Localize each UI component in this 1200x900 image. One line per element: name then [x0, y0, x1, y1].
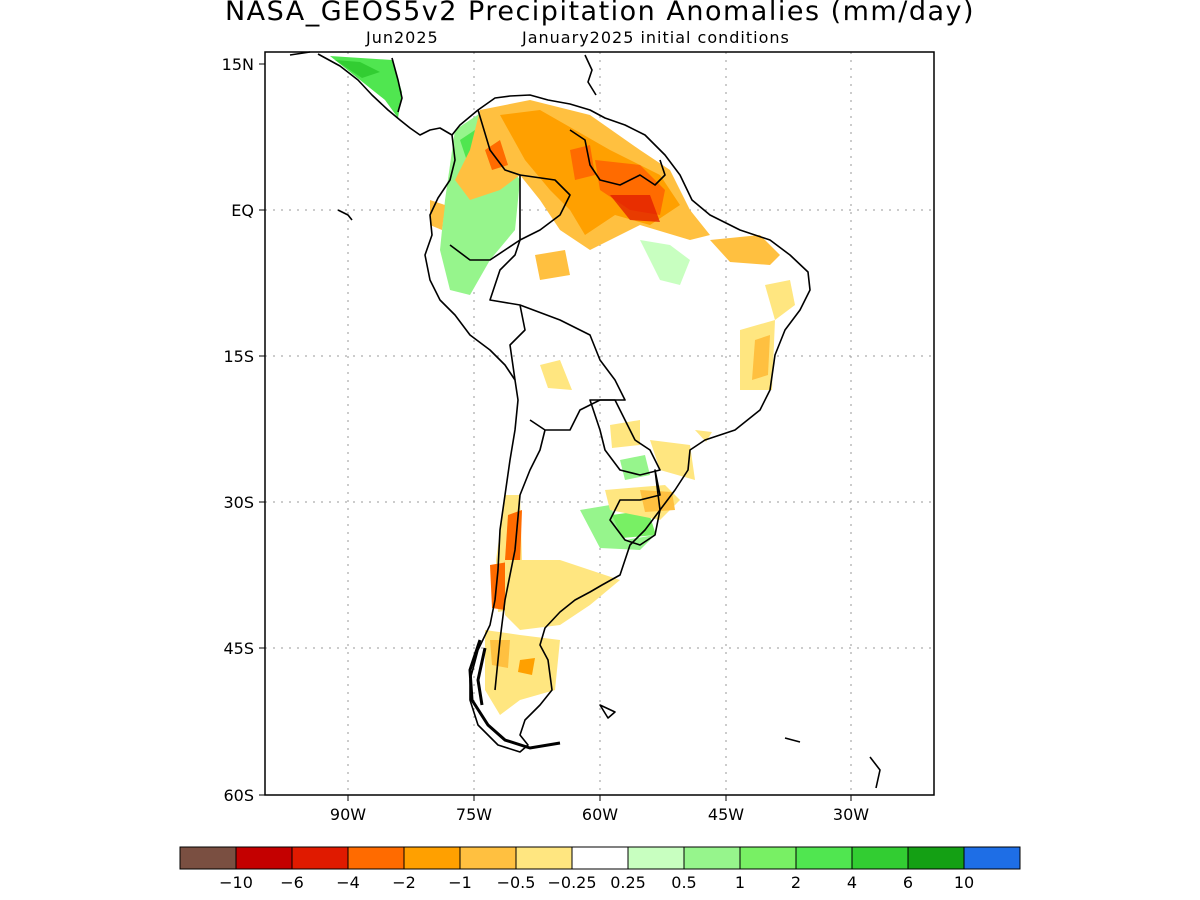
colorbar-label: 0.5: [671, 873, 696, 892]
coastlines: [289, 51, 881, 789]
colorbar-label: 10: [954, 873, 974, 892]
colorbar-swatch: [851, 846, 909, 870]
anomaly-shading: [330, 56, 795, 715]
lat-label-15n: 15N: [222, 55, 254, 74]
colorbar-swatch: [907, 846, 965, 870]
colorbar-label: −10: [219, 873, 253, 892]
colorbar-swatch: [403, 846, 461, 870]
ticks: [259, 63, 852, 801]
colorbar-label: −0.5: [497, 873, 536, 892]
lat-label-15s: 15S: [223, 347, 254, 366]
colorbar-swatch: [683, 846, 741, 870]
colorbar-label: −6: [280, 873, 304, 892]
lon-label-30w: 30W: [833, 805, 869, 824]
colorbar-label: 6: [903, 873, 913, 892]
map-title: NASA_GEOS5v2 Precipitation Anomalies (mm…: [224, 0, 976, 27]
colorbar-swatch: [515, 846, 573, 870]
colorbar-swatch: [179, 846, 237, 870]
lat-label-eq: EQ: [231, 201, 254, 220]
colorbar-swatch: [235, 846, 293, 870]
colorbar: −10 −6 −4 −2 −1 −0.5 −0.25 0.25 0.5 1 2 4 6 10: [179, 846, 1021, 892]
lat-label-60s: 60S: [223, 786, 254, 805]
colorbar-label: 1: [735, 873, 745, 892]
fjord-coastline: [468, 639, 561, 750]
colorbar-label: −0.25: [547, 873, 596, 892]
colorbar-swatch: [571, 846, 629, 870]
colorbar-swatch: [459, 846, 517, 870]
colorbar-label: −2: [392, 873, 416, 892]
lon-label-60w: 60W: [582, 805, 618, 824]
lon-label-75w: 75W: [456, 805, 492, 824]
lat-label-30s: 30S: [223, 493, 254, 512]
colorbar-label: −4: [336, 873, 360, 892]
colorbar-swatch: [627, 846, 685, 870]
colorbar-swatch: [347, 846, 405, 870]
colorbar-label: 2: [791, 873, 801, 892]
colorbar-label: −1: [448, 873, 472, 892]
colorbar-label: 0.25: [610, 873, 646, 892]
colorbar-swatch: [963, 846, 1021, 870]
colorbar-swatch: [739, 846, 797, 870]
colorbar-swatch: [795, 846, 853, 870]
lat-label-45s: 45S: [223, 639, 254, 658]
initial-conditions-label: January2025 initial conditions: [522, 28, 790, 47]
colorbar-label: 4: [847, 873, 857, 892]
lon-label-45w: 45W: [708, 805, 744, 824]
colorbar-swatch: [291, 846, 349, 870]
forecast-month: Jun2025: [366, 28, 439, 47]
lon-label-90w: 90W: [330, 805, 366, 824]
